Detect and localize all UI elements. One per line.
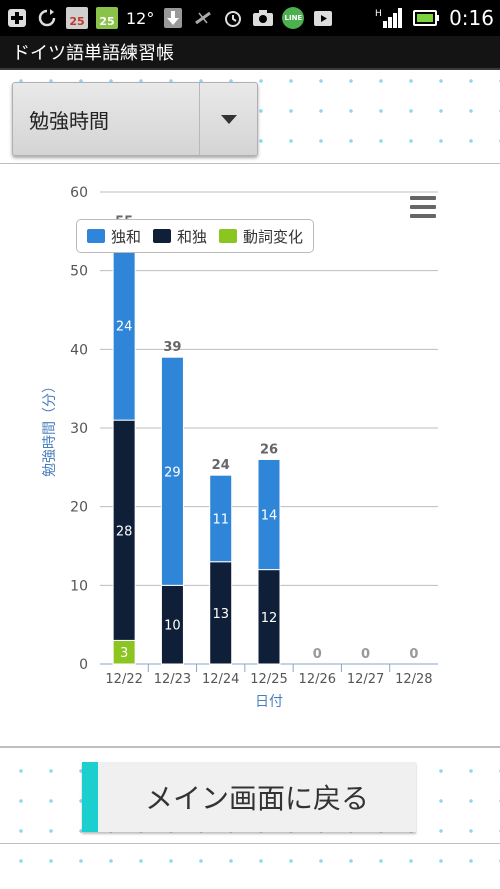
legend-swatch — [153, 229, 172, 243]
legend-item[interactable]: 和独 — [153, 226, 207, 247]
total-label: 0 — [313, 647, 322, 662]
x-tick-label: 12/23 — [154, 672, 191, 687]
plus-icon — [6, 7, 28, 29]
legend-item[interactable]: 独和 — [87, 226, 141, 247]
legend-item[interactable]: 動詞変化 — [219, 226, 303, 247]
data-label: 13 — [212, 607, 229, 622]
wifi-off-icon — [192, 7, 214, 29]
x-axis-title: 日付 — [255, 694, 283, 710]
x-tick-label: 12/27 — [347, 672, 384, 687]
temperature-label: 12° — [126, 8, 155, 28]
bottom-panel: メイン画面に戻る — [0, 757, 500, 843]
dropdown-selected-value: 勉強時間 — [29, 108, 109, 133]
x-tick-label: 12/25 — [250, 672, 287, 687]
status-bar: 25 25 12° LINE H 0:16 — [0, 0, 500, 36]
legend-swatch — [219, 229, 238, 243]
data-label: 28 — [116, 524, 133, 539]
data-label: 3 — [120, 646, 128, 661]
legend-swatch — [87, 229, 105, 243]
chart-type-dropdown[interactable]: 勉強時間 — [12, 82, 258, 156]
legend-label: 独和 — [111, 227, 142, 246]
chart-panel: 0 10 20 30 40 50 60 12/22 12/23 12/24 12/25 12/26 12… — [0, 163, 500, 747]
alarm-icon — [222, 7, 244, 29]
total-label: 26 — [260, 442, 278, 457]
data-label: 10 — [164, 619, 181, 634]
calendar-icon: 25 — [96, 7, 118, 29]
chevron-down-icon[interactable] — [199, 83, 257, 155]
camera-icon — [252, 7, 274, 29]
bar-segment — [257, 458, 281, 571]
chart-legend: 独和 和独 動詞変化 — [76, 219, 315, 253]
total-label: 0 — [361, 647, 370, 662]
x-tick-label: 12/24 — [202, 672, 239, 687]
legend-label: 和独 — [177, 227, 208, 246]
calendar-icon: 25 — [66, 7, 88, 29]
y-tick-label: 40 — [70, 342, 88, 358]
line-app-icon: LINE — [282, 7, 305, 29]
x-tick-label: 12/26 — [299, 672, 336, 687]
bar-segment — [160, 356, 184, 586]
x-tick-label: 12/22 — [105, 672, 142, 687]
y-tick-label: 60 — [70, 185, 88, 201]
y-tick-label: 30 — [70, 421, 88, 437]
bar-segment — [209, 474, 233, 563]
play-store-icon — [312, 7, 334, 29]
y-tick-label: 20 — [70, 500, 88, 516]
sync-icon — [36, 7, 58, 29]
clock: 0:16 — [449, 6, 494, 30]
x-tick-label: 12/28 — [395, 672, 432, 687]
network-type-label: H — [375, 9, 382, 19]
legend-label: 動詞変化 — [243, 227, 304, 246]
download-icon — [162, 7, 184, 29]
back-to-main-button[interactable]: メイン画面に戻る — [82, 762, 416, 832]
signal-icon: H — [375, 7, 403, 29]
total-label: 0 — [409, 647, 418, 662]
data-label: 11 — [212, 512, 229, 527]
chart-menu-icon[interactable] — [410, 196, 436, 218]
data-label: 29 — [164, 465, 181, 480]
data-label: 12 — [261, 611, 278, 626]
data-label: 24 — [116, 320, 133, 335]
y-axis-title: 勉強時間（分） — [42, 379, 58, 477]
battery-icon — [413, 7, 440, 29]
y-tick-label: 10 — [70, 578, 88, 594]
data-label: 14 — [261, 509, 278, 524]
total-label: 39 — [163, 340, 181, 355]
y-tick-label: 0 — [79, 657, 88, 673]
y-tick-label: 50 — [70, 264, 88, 280]
total-label: 24 — [212, 458, 230, 473]
app-title: ドイツ語単語練習帳 — [0, 36, 500, 70]
